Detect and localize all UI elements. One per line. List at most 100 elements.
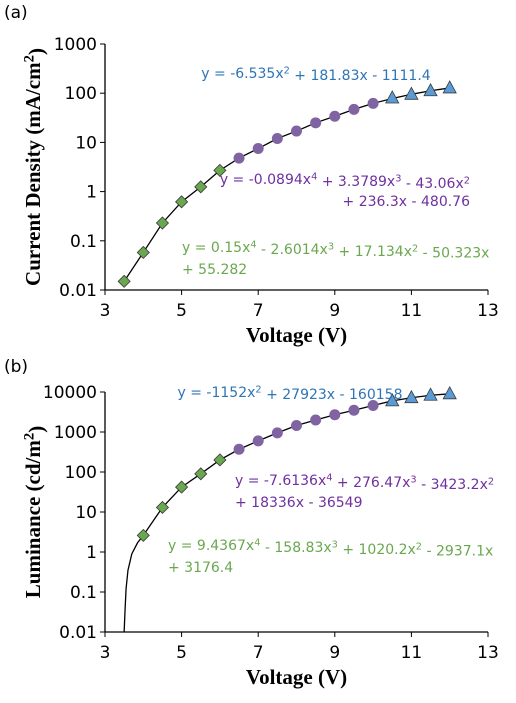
text-segment: + 181.83x - 1111.4 [290, 68, 431, 84]
superscript: 4 [311, 172, 317, 183]
y-tick-label: 1 [86, 543, 97, 563]
x-tick-label: 5 [176, 643, 187, 663]
fit-equation: + 18336x - 36549 [235, 495, 363, 511]
panel-label: (b) [4, 357, 28, 377]
x-axis-title: Voltage (V) [246, 665, 347, 689]
y-axis-title: Luminance (cd/m2) [21, 426, 48, 598]
text-segment: + 3176.4 [168, 560, 233, 576]
text-segment: - 2937.1x [422, 544, 493, 560]
data-point [423, 387, 438, 401]
x-axis-title: Voltage (V) [246, 323, 347, 347]
superscript: 4 [326, 473, 332, 484]
data-point [136, 245, 150, 260]
text-segment: + 18336x - 36549 [235, 495, 363, 511]
data-point [117, 274, 131, 288]
data-point [404, 389, 419, 404]
text-segment: ) [24, 48, 48, 55]
data-point [442, 80, 457, 94]
data-point [367, 399, 379, 411]
x-tick-label: 3 [100, 301, 111, 321]
text-segment: + 17.134x [334, 244, 412, 260]
y-tick-label: 0.01 [59, 281, 97, 301]
text-segment: y = 0.15x [182, 240, 250, 256]
y-tick-label: 10000 [43, 383, 97, 403]
data-point [329, 409, 341, 421]
data-point [348, 103, 360, 115]
fit-equation: y = 9.4367x4 - 158.83x3 + 1020.2x2 - 293… [168, 538, 493, 560]
data-point [194, 180, 208, 194]
text-segment: y = -0.0894x [220, 172, 311, 188]
superscript: 3 [410, 474, 416, 485]
y-tick-label: 0.1 [70, 583, 97, 603]
data-point [385, 393, 400, 407]
data-point [310, 117, 322, 129]
y-tick-label: 100 [65, 463, 97, 483]
data-point [442, 385, 457, 400]
superscript: 2 [21, 433, 37, 440]
data-point [271, 427, 283, 439]
x-tick-label: 7 [253, 643, 264, 663]
data-point [329, 110, 341, 122]
text-segment: - 158.83x [260, 540, 331, 556]
data-point [233, 443, 245, 455]
text-segment: y = 9.4367x [168, 538, 254, 554]
superscript: 4 [254, 538, 260, 549]
x-tick-label: 9 [329, 643, 340, 663]
x-tick-label: 7 [253, 301, 264, 321]
y-tick-label: 1000 [54, 423, 97, 443]
fit-equation: + 236.3x - 480.76 [343, 194, 471, 210]
y-axis-title: Current Density (mA/cm2) [21, 48, 48, 286]
data-point [385, 90, 400, 104]
y-tick-label: 10 [75, 503, 97, 523]
data-point [291, 420, 302, 432]
text-segment: Luminance (cd/m [21, 440, 45, 599]
data-point [213, 453, 227, 467]
superscript: 2 [21, 55, 37, 62]
x-tick-label: 9 [329, 301, 340, 321]
data-point [310, 414, 322, 426]
x-tick-label: 3 [100, 643, 111, 663]
data-point [136, 528, 150, 542]
data-point [252, 435, 264, 447]
superscript: 2 [416, 541, 422, 552]
fit-equation: y = -1152x2 + 27923x - 160158 [178, 385, 403, 403]
fit-equation: y = -7.6136x4 + 276.47x3 - 3423.2x2 [235, 473, 494, 493]
text-segment: ) [24, 426, 48, 433]
x-tick-label: 5 [176, 301, 187, 321]
text-segment: Current Density (mA/cm [21, 62, 45, 286]
y-tick-label: 10 [75, 133, 97, 153]
fit-curve [123, 393, 450, 633]
data-point [194, 467, 208, 481]
text-segment: + 3.3789x [317, 174, 395, 190]
data-point [367, 97, 379, 109]
superscript: 2 [464, 175, 470, 186]
data-point [271, 133, 283, 145]
superscript: 2 [488, 476, 494, 487]
x-tick-label: 11 [401, 643, 423, 663]
data-point [404, 86, 419, 100]
superscript: 3 [395, 173, 401, 184]
data-point [213, 163, 227, 177]
x-tick-label: 13 [477, 301, 499, 321]
superscript: 3 [332, 539, 338, 550]
data-point [175, 480, 189, 494]
text-segment: - 43.06x [401, 176, 463, 192]
y-tick-label: 100 [65, 84, 97, 104]
text-segment: y = -1152x [178, 385, 256, 401]
data-point [291, 125, 302, 137]
superscript: 2 [412, 243, 418, 254]
x-tick-label: 11 [401, 301, 423, 321]
superscript: 2 [284, 66, 290, 77]
text-segment: - 3423.2x [417, 477, 488, 493]
panel-label: (a) [4, 3, 28, 23]
text-segment: - 50.323x [418, 246, 489, 262]
fit-equation: y = -6.535x2 + 181.83x - 1111.4 [201, 66, 431, 84]
superscript: 2 [255, 385, 261, 396]
fit-equation: + 55.282 [182, 262, 247, 278]
y-tick-label: 1 [86, 183, 97, 203]
data-point [423, 82, 438, 97]
y-tick-label: 0.1 [70, 232, 97, 252]
